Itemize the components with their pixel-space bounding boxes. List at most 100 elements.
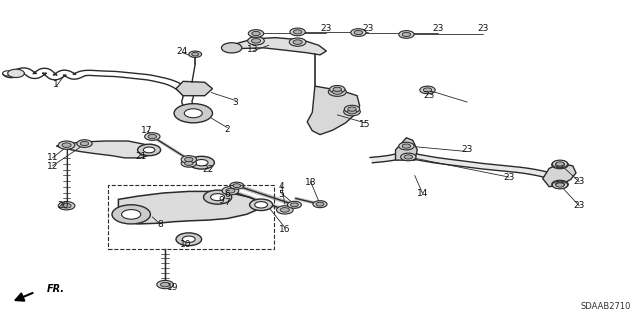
Circle shape (344, 108, 360, 116)
Circle shape (181, 160, 196, 167)
Circle shape (287, 201, 301, 208)
Bar (108, 185, 274, 249)
Circle shape (402, 144, 411, 148)
Circle shape (148, 134, 157, 139)
Circle shape (226, 189, 235, 193)
Circle shape (401, 153, 416, 161)
Circle shape (348, 107, 356, 111)
Circle shape (552, 181, 568, 189)
Circle shape (330, 85, 345, 93)
Circle shape (276, 206, 293, 214)
Circle shape (122, 210, 141, 219)
Circle shape (58, 202, 75, 210)
Text: 4: 4 (279, 182, 284, 191)
Circle shape (248, 37, 264, 45)
Text: 13: 13 (247, 45, 259, 54)
Circle shape (221, 43, 242, 53)
Text: 18: 18 (305, 178, 316, 187)
Circle shape (344, 105, 360, 113)
Circle shape (184, 157, 193, 162)
Circle shape (189, 51, 202, 57)
Circle shape (552, 160, 568, 169)
Text: 24: 24 (177, 47, 188, 56)
Circle shape (176, 233, 202, 246)
Text: 21: 21 (135, 152, 147, 161)
Circle shape (248, 30, 264, 37)
Circle shape (252, 39, 260, 43)
Circle shape (556, 182, 564, 187)
Circle shape (230, 182, 244, 189)
Circle shape (138, 144, 161, 156)
Text: 1: 1 (54, 80, 59, 89)
Circle shape (354, 30, 363, 35)
Circle shape (313, 201, 327, 208)
Circle shape (143, 147, 155, 153)
Polygon shape (176, 81, 212, 96)
Circle shape (195, 160, 208, 166)
Circle shape (402, 32, 411, 37)
Polygon shape (370, 150, 563, 180)
Text: 17: 17 (141, 126, 153, 135)
Circle shape (184, 109, 202, 118)
Polygon shape (543, 163, 576, 187)
Circle shape (291, 203, 298, 207)
Circle shape (399, 142, 414, 150)
Circle shape (157, 280, 173, 289)
Circle shape (62, 143, 71, 147)
Circle shape (290, 28, 305, 36)
Circle shape (80, 141, 89, 146)
Circle shape (293, 40, 302, 44)
Text: 3: 3 (233, 98, 238, 107)
Circle shape (182, 236, 195, 242)
Polygon shape (118, 191, 261, 224)
Circle shape (250, 199, 273, 211)
Text: 20: 20 (57, 201, 68, 210)
Text: 15: 15 (359, 120, 371, 129)
Circle shape (192, 53, 198, 56)
Circle shape (255, 202, 268, 208)
Text: 5: 5 (279, 190, 284, 199)
Text: 16: 16 (279, 225, 291, 234)
Circle shape (420, 86, 435, 94)
Circle shape (556, 183, 564, 187)
Text: 23: 23 (477, 24, 489, 33)
Text: 8: 8 (157, 220, 163, 229)
Text: 7: 7 (225, 198, 230, 207)
Circle shape (222, 187, 239, 195)
Circle shape (233, 184, 241, 188)
Polygon shape (307, 86, 360, 135)
Circle shape (184, 161, 193, 166)
Text: 23: 23 (503, 173, 515, 182)
Circle shape (399, 31, 414, 38)
Circle shape (328, 87, 346, 96)
Text: 11: 11 (47, 153, 58, 162)
Circle shape (552, 180, 568, 189)
Text: 6: 6 (225, 190, 230, 199)
Circle shape (189, 156, 214, 169)
Text: 9: 9 (218, 197, 223, 205)
Circle shape (204, 190, 232, 204)
Text: 23: 23 (573, 177, 585, 186)
Circle shape (351, 29, 366, 36)
Circle shape (556, 162, 564, 166)
Text: 23: 23 (433, 24, 444, 33)
Circle shape (211, 194, 225, 201)
Circle shape (62, 204, 71, 208)
Circle shape (556, 162, 564, 167)
Circle shape (8, 69, 24, 78)
Circle shape (316, 202, 324, 206)
Text: 23: 23 (321, 24, 332, 33)
Circle shape (280, 208, 289, 212)
Circle shape (77, 140, 92, 147)
Polygon shape (396, 138, 417, 160)
Text: 23: 23 (423, 91, 435, 100)
Polygon shape (56, 141, 157, 158)
Circle shape (348, 109, 356, 114)
Circle shape (145, 133, 160, 140)
Circle shape (423, 88, 432, 92)
Text: 23: 23 (461, 145, 473, 154)
Text: 22: 22 (202, 165, 214, 174)
Circle shape (174, 104, 212, 123)
Text: SDAAB2710: SDAAB2710 (580, 302, 630, 311)
Text: 10: 10 (180, 241, 191, 249)
